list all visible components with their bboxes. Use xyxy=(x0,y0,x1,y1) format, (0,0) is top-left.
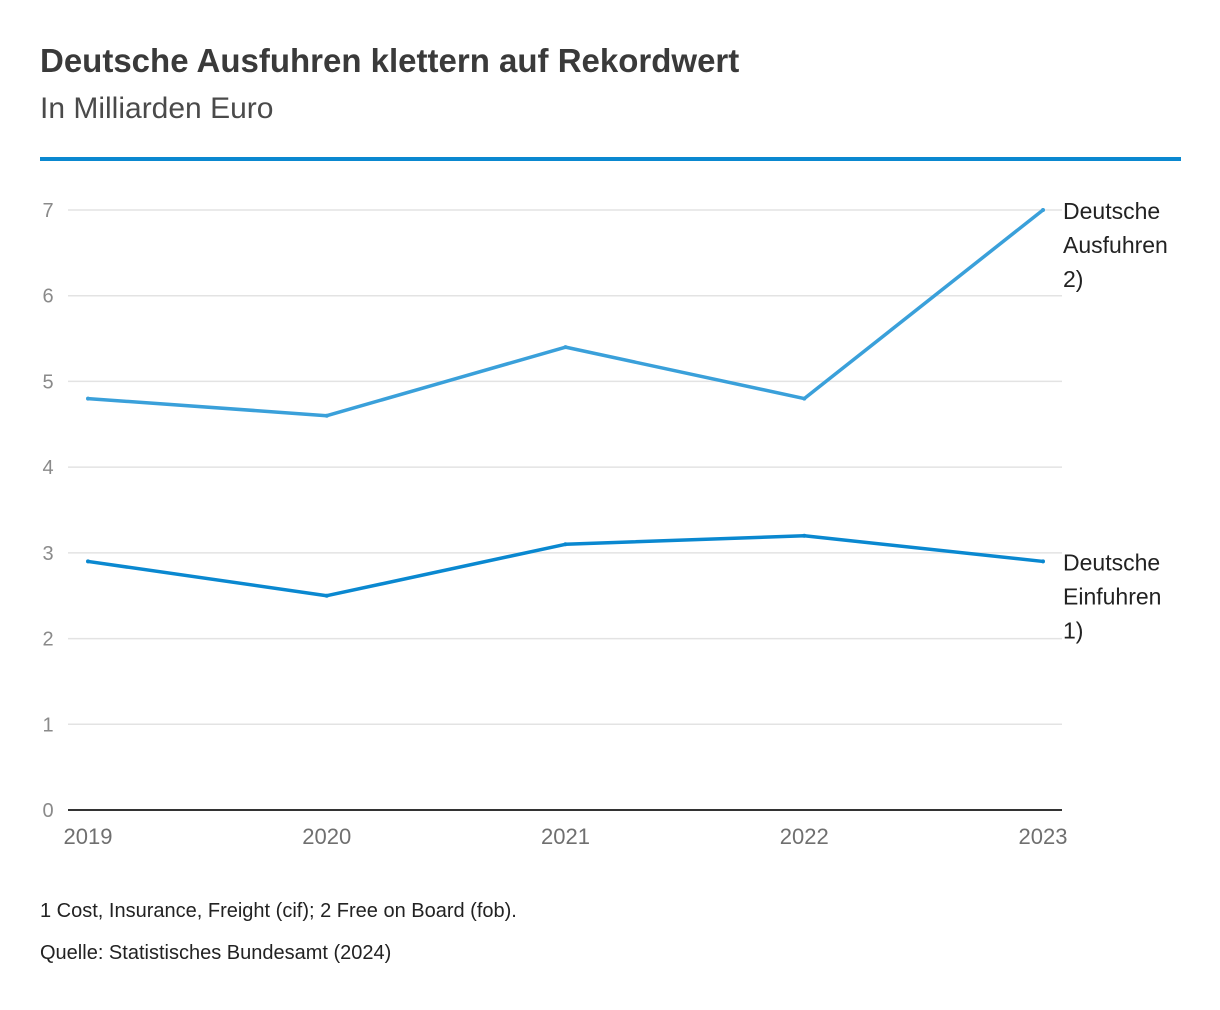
series-lines xyxy=(86,208,1045,598)
y-tick-label: 0 xyxy=(42,800,53,822)
y-tick-label: 4 xyxy=(42,457,53,479)
data-point xyxy=(802,396,807,401)
data-point xyxy=(324,413,329,418)
data-point xyxy=(1041,559,1045,564)
source-note: Quelle: Statistisches Bundesamt (2024) xyxy=(40,942,392,964)
x-tick-label: 2019 xyxy=(64,824,113,849)
data-point xyxy=(1041,208,1045,212)
footnote: 1 Cost, Insurance, Freight (cif); 2 Free… xyxy=(40,900,517,922)
y-axis-ticks: 0 1 2 3 4 5 6 7 xyxy=(42,200,53,822)
data-point xyxy=(563,542,568,547)
y-tick-label: 7 xyxy=(42,200,53,222)
data-point xyxy=(86,559,90,564)
y-tick-label: 3 xyxy=(42,543,53,565)
x-tick-label: 2023 xyxy=(1019,824,1068,849)
series-label-line: 2) xyxy=(1063,266,1083,292)
y-tick-label: 6 xyxy=(42,286,53,308)
header-divider xyxy=(40,157,1181,161)
series-label-line: Deutsche xyxy=(1063,198,1160,224)
series-line-ausfuhren xyxy=(86,208,1045,418)
y-tick-label: 5 xyxy=(42,371,53,393)
x-axis-ticks: 2019 2020 2021 2022 2023 xyxy=(64,824,1068,849)
series-label-line: Ausfuhren xyxy=(1063,232,1168,258)
data-point xyxy=(86,396,90,401)
data-point xyxy=(802,533,807,538)
series-label-line: 1) xyxy=(1063,617,1083,643)
x-tick-label: 2021 xyxy=(541,824,590,849)
gridlines xyxy=(68,209,1062,811)
series-labels: Deutsche Ausfuhren 2) Deutsche Einfuhren 1) xyxy=(1063,198,1168,643)
chart-subtitle: In Milliarden Euro xyxy=(40,92,274,125)
series-label-ausfuhren: Deutsche Ausfuhren 2) xyxy=(1063,198,1168,292)
data-point xyxy=(563,345,568,350)
y-tick-label: 2 xyxy=(42,629,53,651)
x-tick-label: 2022 xyxy=(780,824,829,849)
series-label-line: Einfuhren xyxy=(1063,583,1161,609)
chart-title: Deutsche Ausfuhren klettern auf Rekordwe… xyxy=(40,42,740,79)
data-point xyxy=(324,593,329,598)
x-tick-label: 2020 xyxy=(302,824,351,849)
series-label-einfuhren: Deutsche Einfuhren 1) xyxy=(1063,549,1161,643)
series-label-line: Deutsche xyxy=(1063,549,1160,575)
y-tick-label: 1 xyxy=(42,714,53,736)
